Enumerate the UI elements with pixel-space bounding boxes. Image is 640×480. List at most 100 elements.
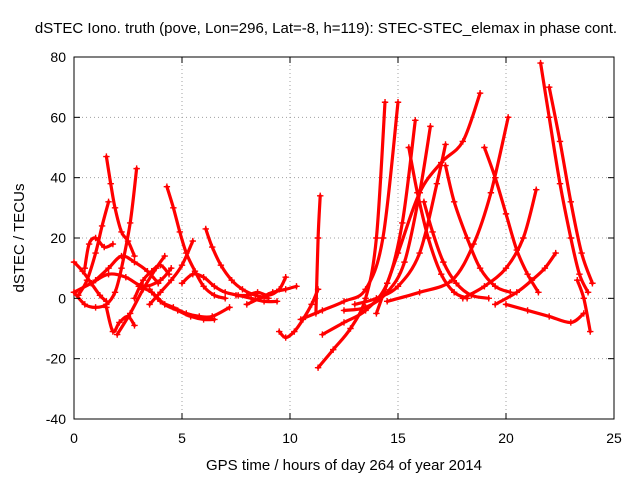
x-tick-label: 25: [606, 430, 622, 446]
data-point-marker: [269, 289, 276, 296]
data-point-marker: [438, 271, 445, 278]
series-arc-29: [442, 162, 514, 296]
axis-ticks: 0 5 10 15 20 25 -40 -20 0 20 40 60 80: [46, 49, 622, 446]
data-point-marker: [118, 252, 125, 260]
data-point-marker: [83, 277, 91, 284]
data-point-marker: [107, 180, 114, 187]
data-point-marker: [209, 243, 216, 251]
series-line: [482, 145, 540, 294]
series-arc-21: [314, 99, 389, 371]
data-point-marker: [126, 219, 134, 227]
data-point-marker: [189, 237, 196, 245]
data-point-marker: [414, 189, 421, 196]
data-point-marker: [589, 280, 596, 287]
data-point-marker: [254, 289, 261, 296]
data-point-marker: [92, 234, 99, 242]
data-point-marker: [379, 234, 387, 242]
data-point-marker: [163, 183, 171, 190]
x-tick-label: 5: [178, 430, 186, 446]
data-point-marker: [209, 313, 216, 320]
data-point-marker: [211, 283, 218, 290]
y-tick-label: 80: [50, 49, 66, 65]
series-arc-33: [492, 249, 559, 308]
data-point-marker: [105, 271, 112, 278]
data-point-marker: [502, 301, 510, 308]
data-point-marker: [399, 219, 406, 227]
data-point-marker: [111, 289, 119, 296]
series-line: [148, 287, 232, 319]
data-point-marker: [282, 334, 289, 341]
data-point-marker: [109, 328, 117, 335]
series-arc-36: [502, 301, 587, 326]
data-point-marker: [81, 301, 88, 308]
data-point-marker: [139, 277, 147, 284]
x-tick-label: 15: [390, 430, 406, 446]
data-point-marker: [211, 292, 218, 299]
data-point-marker: [168, 277, 175, 284]
data-point-marker: [222, 289, 229, 296]
series-arc-37: [574, 277, 594, 335]
data-point-marker: [105, 264, 112, 272]
data-point-marker: [502, 264, 510, 272]
data-point-marker: [502, 210, 510, 218]
series-arc-22: [297, 99, 402, 323]
data-point-marker: [448, 277, 456, 284]
data-point-marker: [476, 90, 484, 97]
data-point-marker: [232, 292, 240, 299]
data-point-marker: [420, 198, 428, 205]
data-point-marker: [178, 280, 186, 287]
data-point-marker: [314, 234, 322, 242]
data-point-marker: [556, 180, 564, 187]
y-tick-label: 60: [50, 109, 66, 125]
data-point-marker: [587, 328, 594, 335]
data-point-marker: [416, 289, 423, 296]
data-point-marker: [146, 286, 153, 293]
data-point-marker: [362, 286, 369, 293]
data-point-marker: [103, 304, 110, 311]
data-point-marker: [384, 298, 391, 305]
series-arc-35: [546, 83, 596, 287]
data-point-marker: [425, 234, 432, 242]
data-point-marker: [131, 258, 138, 266]
y-tick-label: 0: [58, 290, 66, 306]
x-axis-label: GPS time / hours of day 264 of year 2014: [206, 457, 482, 474]
data-point-marker: [297, 316, 304, 323]
grid-lines: [74, 57, 614, 419]
data-point-marker: [416, 249, 423, 257]
data-point-marker: [351, 301, 358, 308]
data-point-marker: [470, 240, 477, 248]
data-point-marker: [459, 138, 466, 145]
chart-title: dSTEC Iono. truth (pove, Lon=296, Lat=-8…: [35, 20, 617, 37]
data-point-marker: [576, 271, 583, 278]
data-point-marker: [450, 289, 458, 296]
data-point-marker: [319, 307, 326, 314]
series-line: [374, 91, 482, 315]
data-point-marker: [524, 307, 531, 314]
data-point-marker: [196, 313, 203, 320]
series-arc-31: [481, 144, 542, 296]
series-arc-13: [146, 286, 233, 320]
data-point-marker: [161, 252, 168, 260]
data-point-marker: [578, 249, 585, 257]
data-point-marker: [70, 258, 78, 266]
x-tick-label: 0: [70, 430, 78, 446]
data-point-marker: [243, 292, 250, 299]
series-arc-27: [405, 144, 471, 302]
data-point-marker: [98, 222, 106, 230]
data-point-marker: [492, 301, 499, 308]
data-point-marker: [373, 295, 380, 302]
data-point-marker: [567, 319, 574, 326]
data-point-marker: [528, 277, 536, 284]
data-point-marker: [165, 271, 173, 278]
series-arc-12: [163, 183, 229, 302]
data-point-marker: [533, 186, 540, 193]
data-point-marker: [438, 159, 445, 166]
data-point-marker: [260, 298, 268, 305]
data-point-marker: [131, 252, 138, 260]
data-point-marker: [243, 301, 250, 308]
data-point-marker: [133, 165, 140, 172]
data-point-marker: [340, 298, 348, 305]
y-tick-label: 20: [50, 230, 66, 246]
series-line: [493, 251, 558, 306]
data-point-marker: [412, 117, 419, 124]
